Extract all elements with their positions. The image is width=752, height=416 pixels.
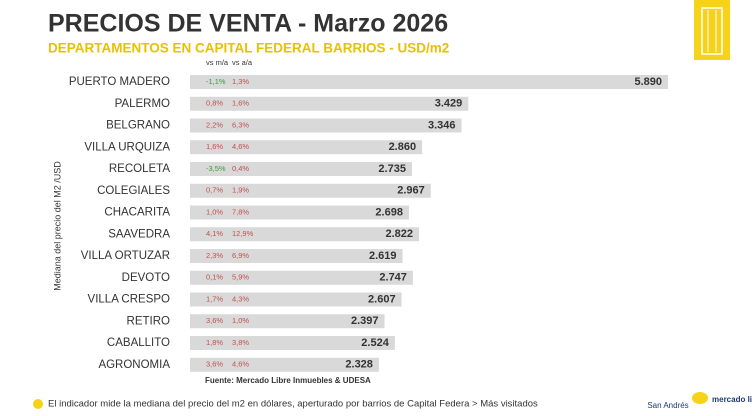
change-label: 1,6%: [206, 142, 223, 151]
change-label: 2,3%: [206, 251, 223, 260]
bar: [190, 292, 402, 307]
change-label: 0,7%: [206, 186, 223, 195]
change-label: -1,1%: [206, 77, 226, 86]
change-label: 3,8%: [232, 338, 249, 347]
category-label: COLEGIALES: [97, 185, 170, 197]
column-header: vs m/a: [206, 58, 229, 67]
bar: [190, 162, 412, 176]
change-label: 0,4%: [232, 164, 249, 173]
value-label: 2.397: [351, 315, 379, 327]
change-label: 3,6%: [206, 316, 223, 325]
category-label: VILLA URQUIZA: [84, 141, 170, 153]
category-label: VILLA ORTUZAR: [81, 250, 170, 262]
category-label: BELGRANO: [106, 120, 170, 132]
change-label: -3,5%: [206, 164, 226, 173]
category-label: RECOLETA: [109, 163, 170, 175]
value-label: 2.822: [385, 228, 413, 240]
change-label: 1,3%: [232, 77, 249, 86]
bar: [190, 118, 462, 133]
bar: [190, 205, 409, 220]
change-label: 6,9%: [232, 251, 249, 260]
bar: [190, 336, 395, 350]
change-label: 1,8%: [206, 338, 223, 347]
value-label: 3.346: [428, 119, 456, 131]
change-label: 3,6%: [206, 360, 223, 369]
category-label: CABALLITO: [107, 337, 170, 349]
bar: [190, 183, 431, 198]
bar: [190, 357, 379, 372]
bar: [190, 140, 423, 155]
change-label: 1,7%: [206, 294, 223, 303]
change-label: 1,0%: [232, 316, 249, 325]
value-label: 2.860: [389, 141, 417, 153]
category-label: DEVOTO: [122, 272, 170, 284]
change-label: 6,3%: [232, 120, 249, 129]
value-label: 2.607: [368, 293, 396, 305]
change-label: 4,6%: [232, 360, 249, 369]
bar: [190, 270, 413, 285]
note: El indicador mide la mediana del precio …: [48, 399, 538, 410]
bar: [190, 314, 385, 329]
chart-subtitle: DEPARTAMENTOS EN CAPITAL FEDERAL BARRIOS…: [48, 41, 449, 56]
y-axis-label: Mediana del precio del M2 /USD: [52, 161, 62, 291]
category-label: AGRONOMIA: [98, 359, 170, 371]
category-label: SAAVEDRA: [108, 228, 170, 240]
change-label: 4,1%: [206, 229, 223, 238]
value-label: 2.619: [369, 250, 397, 262]
change-label: 2,2%: [206, 120, 223, 129]
value-label: 2.747: [379, 272, 407, 284]
source: Fuente: Mercado Libre Inmuebles & UDESA: [205, 376, 371, 385]
bar: [190, 75, 668, 89]
logo-ml-icon: [692, 392, 708, 404]
value-label: 2.735: [378, 163, 406, 175]
change-label: 1,9%: [232, 186, 249, 195]
change-label: 7,8%: [232, 207, 249, 216]
value-label: 5.890: [634, 76, 662, 88]
category-label: PUERTO MADERO: [69, 76, 170, 88]
category-label: RETIRO: [127, 315, 171, 327]
bar: [190, 96, 469, 111]
change-label: 12,9%: [232, 229, 254, 238]
logo-udesa: San Andrés: [647, 401, 688, 410]
logo-ml: mercado libre: [712, 395, 752, 404]
value-label: 2.524: [361, 337, 389, 349]
change-label: 4,6%: [232, 142, 249, 151]
change-label: 4,3%: [232, 294, 249, 303]
chart-title: PRECIOS DE VENTA - Marzo 2026: [48, 10, 448, 38]
value-label: 2.328: [345, 359, 373, 371]
category-label: CHACARITA: [104, 207, 170, 219]
category-label: PALERMO: [115, 98, 170, 110]
note-bullet: [33, 399, 43, 409]
value-label: 3.429: [435, 98, 463, 110]
building-icon: [694, 0, 730, 60]
change-label: 1,6%: [232, 99, 249, 108]
change-label: 1,0%: [206, 207, 223, 216]
change-label: 0,1%: [206, 273, 223, 282]
value-label: 2.967: [397, 185, 425, 197]
category-label: VILLA CRESPO: [88, 294, 171, 306]
bar: [190, 227, 420, 242]
change-label: 0,8%: [206, 99, 223, 108]
bar: [190, 249, 403, 263]
change-label: 5,9%: [232, 273, 249, 282]
column-header: vs a/a: [232, 58, 253, 67]
value-label: 2.698: [375, 206, 403, 218]
